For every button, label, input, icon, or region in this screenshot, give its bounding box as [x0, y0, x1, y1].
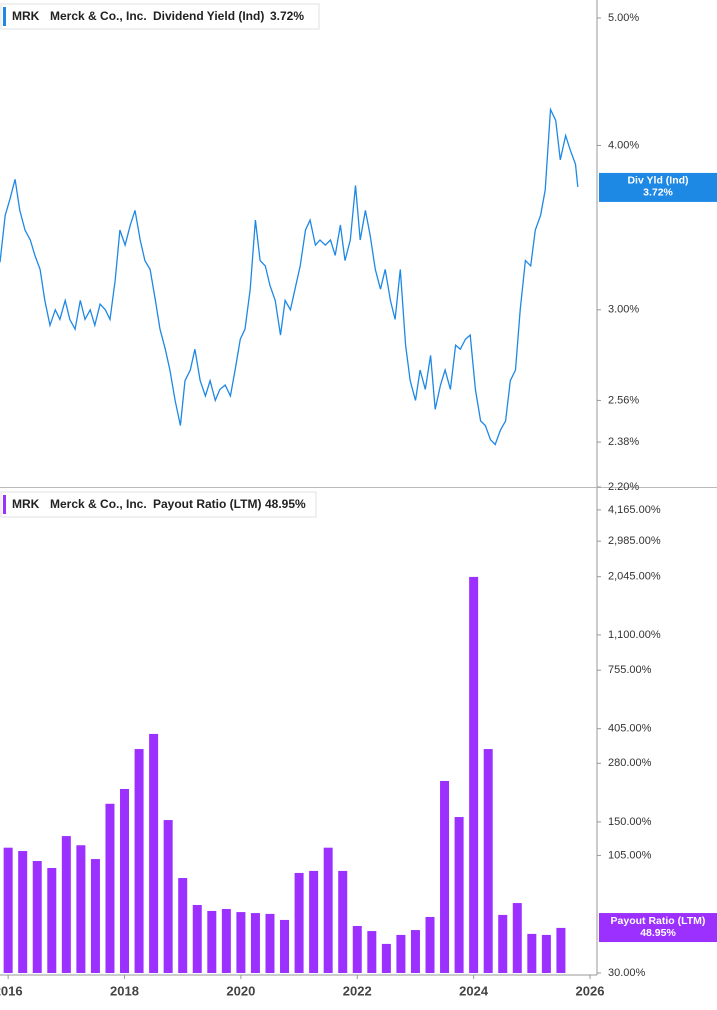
- y-tick-label: 405.00%: [608, 723, 652, 735]
- bar: [483, 749, 493, 973]
- bar: [309, 870, 319, 973]
- y-tick-label: 4.00%: [608, 139, 639, 151]
- value-tag-value: 3.72%: [643, 187, 673, 199]
- legend-swatch: [3, 495, 6, 514]
- legend-ticker: MRK: [12, 497, 40, 511]
- x-tick-label: 2026: [576, 983, 605, 998]
- y-tick-label: 105.00%: [608, 849, 652, 861]
- bar: [469, 576, 479, 973]
- bar: [207, 910, 217, 973]
- bar: [90, 859, 100, 973]
- bar: [440, 780, 450, 973]
- legend-value: 48.95%: [265, 497, 306, 511]
- bar: [323, 847, 333, 973]
- y-tick-label: 1,100.00%: [608, 629, 661, 641]
- bar: [120, 789, 130, 973]
- y-tick-label: 2.56%: [608, 394, 639, 406]
- bar: [294, 872, 304, 973]
- bar: [352, 925, 362, 973]
- bar: [280, 919, 290, 973]
- bar: [410, 930, 420, 973]
- bar: [149, 733, 159, 973]
- bar: [396, 934, 406, 973]
- x-tick-label: 2024: [459, 983, 489, 998]
- y-tick-label: 2,985.00%: [608, 535, 661, 547]
- legend-box: [0, 3, 320, 30]
- legend: MRK Merck & Co., Inc. Payout Ratio (LTM) 48…: [0, 491, 317, 518]
- bar: [3, 847, 13, 973]
- bar: [556, 927, 566, 973]
- bar: [134, 749, 144, 973]
- bar: [367, 931, 377, 973]
- legend-value: 3.72%: [270, 9, 304, 23]
- bar: [105, 803, 115, 973]
- x-tick-label: 2018: [110, 983, 139, 998]
- legend-ticker: MRK: [12, 9, 40, 23]
- y-tick-label: 30.00%: [608, 967, 646, 979]
- bar: [250, 913, 260, 973]
- y-tick-label: 280.00%: [608, 757, 652, 769]
- value-tag: [599, 913, 717, 943]
- x-tick-label: 2016: [0, 983, 23, 998]
- bar: [76, 845, 86, 973]
- legend-series: Payout Ratio (LTM): [153, 497, 261, 511]
- x-tick-label: 2022: [343, 983, 372, 998]
- y-tick-label: 2,045.00%: [608, 571, 661, 583]
- bar: [178, 878, 188, 973]
- bar: [47, 868, 57, 973]
- y-tick-label: 5.00%: [608, 12, 639, 24]
- bar: [454, 817, 464, 973]
- bar: [32, 861, 42, 973]
- bar: [541, 934, 551, 973]
- y-tick-label: 3.00%: [608, 304, 639, 316]
- bar: [512, 903, 522, 973]
- legend-box: [0, 491, 317, 518]
- value-tag-name: Div Yld (Ind): [627, 175, 688, 187]
- bar: [527, 933, 537, 973]
- value-tag-name: Payout Ratio (LTM): [611, 915, 706, 927]
- bar: [192, 905, 202, 973]
- bar: [338, 870, 348, 973]
- bar: [265, 913, 275, 973]
- legend-company: Merck & Co., Inc.: [50, 497, 147, 511]
- bar: [236, 912, 246, 973]
- bar: [61, 836, 71, 973]
- y-tick-label: 2.38%: [608, 436, 639, 448]
- legend-series: Dividend Yield (Ind): [153, 9, 264, 23]
- bar: [18, 851, 28, 973]
- line-series: [0, 106, 579, 446]
- y-tick-label: 2.20%: [608, 481, 639, 493]
- bar: [163, 820, 173, 973]
- value-tag-value: 48.95%: [640, 927, 676, 939]
- bar: [425, 916, 435, 973]
- y-tick-label: 4,165.00%: [608, 504, 661, 516]
- x-tick-label: 2020: [226, 983, 255, 998]
- y-tick-label: 150.00%: [608, 816, 652, 828]
- value-tag: [599, 172, 717, 202]
- bar: [221, 909, 231, 973]
- legend-swatch: [3, 7, 6, 26]
- legend: MRK Merck & Co., Inc. Dividend Yield (Ind)…: [0, 3, 320, 30]
- y-tick-label: 755.00%: [608, 664, 652, 676]
- legend-company: Merck & Co., Inc.: [50, 9, 147, 23]
- bar: [498, 914, 508, 973]
- bar: [381, 943, 391, 973]
